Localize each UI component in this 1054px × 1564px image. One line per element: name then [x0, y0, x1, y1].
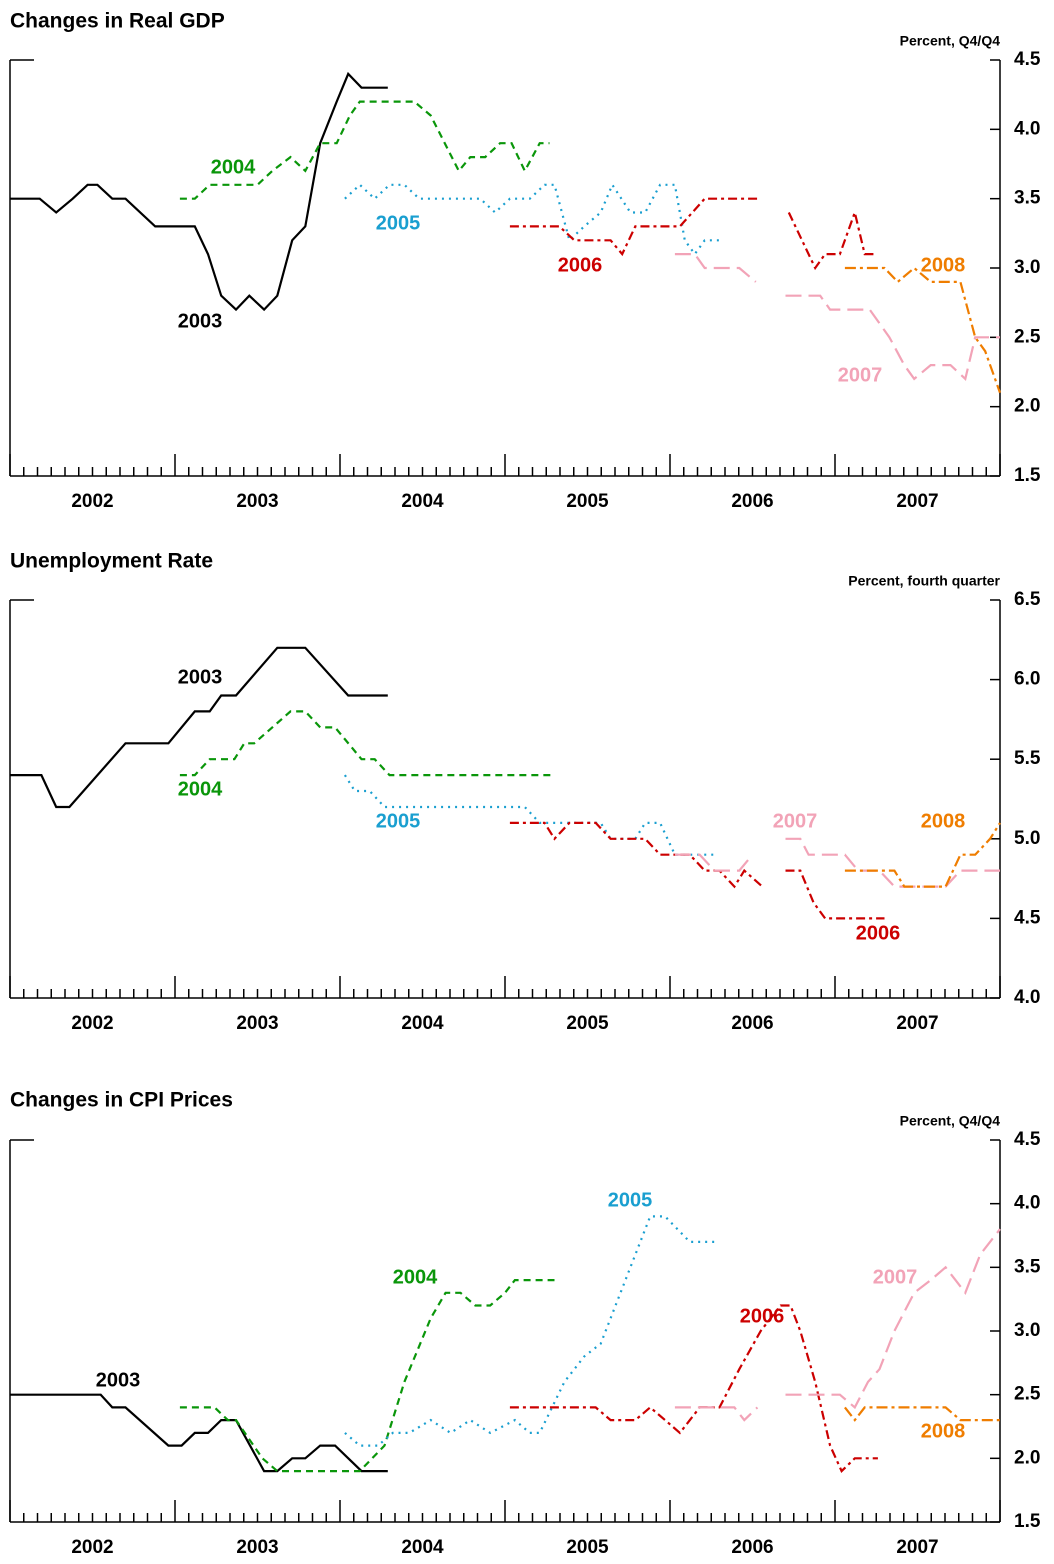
series-line: [844, 266, 1002, 394]
series-label: 2005: [376, 810, 421, 832]
x-tick-label: 2003: [236, 1537, 278, 1558]
y-tick-label: 6.0: [1014, 669, 1040, 690]
chart-title: Unemployment Rate: [10, 550, 213, 573]
y-tick-label: 4.5: [1014, 907, 1041, 928]
x-tick-label: 2002: [71, 491, 113, 512]
x-tick-label: 2005: [566, 1013, 609, 1034]
series-line: [509, 197, 875, 271]
series-line: [344, 1215, 715, 1447]
y-tick-label: 2.0: [1014, 396, 1040, 417]
axis-label: Percent, Q4/Q4: [900, 33, 1001, 49]
x-tick-label: 2006: [731, 491, 773, 512]
series-label: 2006: [856, 922, 901, 944]
series-label: 2005: [376, 212, 421, 234]
series-line: [10, 71, 388, 312]
x-tick-label: 2002: [71, 1537, 113, 1558]
axis-label: Percent, fourth quarter: [848, 573, 1000, 589]
chart: Changes in CPI Prices Percent, Q4/Q4 2002 2…: [9, 1089, 1041, 1558]
chart-title: Changes in CPI Prices: [10, 1089, 233, 1112]
y-tick-label: 5.5: [1014, 748, 1041, 769]
x-tick-label: 2002: [71, 1013, 113, 1034]
y-tick-label: 6.5: [1014, 589, 1041, 610]
series-label: 2003: [178, 666, 223, 688]
series-label: 2004: [393, 1266, 438, 1288]
series-line: [179, 1279, 555, 1473]
x-tick-label: 2007: [896, 1537, 938, 1558]
chart: Unemployment Rate Percent, fourth quarter…: [9, 550, 1041, 1034]
series-line: [674, 1228, 1001, 1422]
series-label: 2008: [921, 810, 966, 832]
y-tick-label: 1.5: [1014, 1511, 1041, 1532]
x-tick-label: 2005: [566, 491, 609, 512]
x-tick-label: 2004: [401, 491, 444, 512]
x-tick-label: 2003: [236, 491, 278, 512]
y-tick-label: 3.5: [1014, 188, 1041, 209]
series-label: 2008: [921, 1420, 966, 1442]
y-tick-label: 4.5: [1014, 49, 1041, 70]
series-line: [674, 837, 1000, 888]
y-tick-label: 5.0: [1014, 828, 1040, 849]
y-tick-label: 2.5: [1014, 326, 1041, 347]
x-tick-label: 2007: [896, 1013, 938, 1034]
series-label: 2006: [558, 254, 603, 276]
y-tick-label: 2.0: [1014, 1447, 1040, 1468]
y-tick-label: 1.5: [1014, 465, 1041, 486]
series-label: 2004: [178, 778, 223, 800]
x-tick-label: 2004: [401, 1013, 444, 1034]
series-line: [509, 1304, 878, 1473]
series-line: [179, 710, 555, 777]
series-line: [10, 1393, 388, 1473]
series-label: 2004: [211, 156, 256, 178]
series-label: 2006: [740, 1305, 785, 1327]
series-line: [179, 100, 550, 200]
y-tick-label: 4.0: [1014, 987, 1040, 1008]
series-label: 2007: [773, 810, 818, 832]
x-tick-label: 2005: [566, 1537, 609, 1558]
y-tick-label: 3.0: [1014, 257, 1040, 278]
series-label: 2007: [873, 1266, 918, 1288]
axis-label: Percent, Q4/Q4: [900, 1113, 1001, 1129]
y-tick-label: 4.0: [1014, 118, 1040, 139]
x-tick-label: 2006: [731, 1013, 773, 1034]
series-line: [674, 253, 1000, 381]
series-line: [844, 822, 1001, 888]
series-line: [10, 646, 388, 809]
x-tick-label: 2004: [401, 1537, 444, 1558]
y-tick-label: 4.5: [1014, 1129, 1041, 1150]
y-tick-label: 2.5: [1014, 1384, 1041, 1405]
series-label: 2005: [608, 1189, 653, 1211]
chart-title: Changes in Real GDP: [10, 10, 225, 33]
chart: Changes in Real GDP Percent, Q4/Q4 2002 200…: [9, 10, 1041, 512]
series-line: [509, 821, 885, 920]
series-line: [844, 1406, 1000, 1422]
y-tick-label: 3.0: [1014, 1320, 1040, 1341]
series-label: 2008: [921, 254, 966, 276]
x-tick-label: 2007: [896, 491, 938, 512]
series-label: 2007: [838, 364, 883, 386]
y-tick-label: 3.5: [1014, 1256, 1041, 1277]
x-tick-label: 2006: [731, 1537, 773, 1558]
series-label: 2003: [178, 310, 223, 332]
x-tick-label: 2003: [236, 1013, 278, 1034]
y-tick-label: 4.0: [1014, 1193, 1040, 1214]
series-label: 2003: [96, 1369, 141, 1391]
